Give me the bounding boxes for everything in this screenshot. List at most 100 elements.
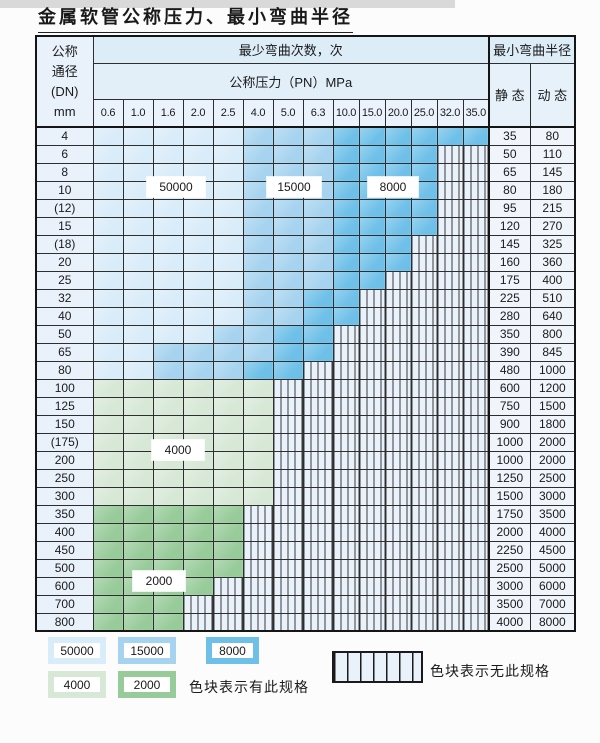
spec-cell [92,558,124,578]
spec-cell [212,198,244,218]
static-radius-cell: 1250 [488,468,531,488]
no-spec-cell [242,594,274,614]
no-spec-cell [462,162,490,182]
no-spec-cell [358,396,386,416]
no-spec-cell [462,486,490,506]
spec-cell [242,270,274,290]
table-row: 350 1750 3500 [35,504,576,524]
pressure-value: 20.0 [384,98,412,128]
spec-cell [122,378,154,398]
spec-cell [92,270,124,290]
spec-cell [182,144,214,164]
dynamic-radius-cell: 4500 [529,540,576,560]
spec-cell [302,252,334,272]
no-spec-cell [302,378,334,398]
spec-cell [92,234,124,254]
spec-cell [212,324,244,344]
legend-swatch-2000: 2000 [118,671,176,698]
no-spec-cell [272,522,304,542]
no-spec-cell [212,612,244,632]
spec-cell [332,216,360,236]
no-spec-cell [436,396,464,416]
table-row: 32 225 510 [35,288,576,308]
spec-table-wrap: 公称 通径 (DN) mm 最少弯曲次数，次 最小弯曲半径 公称压力（PN）MP… [35,35,577,632]
spec-cell [212,288,244,308]
table-row: (12) 95 215 [35,198,576,218]
band-label-4000: 4000 [152,440,204,460]
spec-cell [92,342,124,362]
spec-cell [302,198,334,218]
spec-cell [332,144,360,164]
spec-cell [212,126,244,146]
spec-cell [122,126,154,146]
table-row: 800 4000 8000 [35,612,576,632]
dynamic-radius-cell: 4000 [529,522,576,542]
spec-cell [152,540,184,560]
spec-cell [92,378,124,398]
spec-cell [182,270,214,290]
spec-cell [212,234,244,254]
dn-cell: 20 [35,252,94,272]
spec-cell [242,396,274,416]
legend-no-spec-text: 色块表示无此规格 [430,663,550,679]
dn-header-line2: 通径 [51,63,78,79]
no-spec-cell [410,576,438,596]
table-row: 6 50 110 [35,144,576,164]
spec-cell [212,306,244,326]
spec-cell [152,324,184,344]
no-spec-cell [302,414,334,434]
spec-cell [384,216,412,236]
spec-cell [92,396,124,416]
no-spec-cell [410,234,438,254]
no-spec-cell [462,180,490,200]
no-spec-cell [332,504,360,524]
spec-cell [384,198,412,218]
static-radius-cell: 1750 [488,504,531,524]
spec-cell [122,486,154,506]
spec-cell [242,234,274,254]
dn-cell: 65 [35,342,94,362]
no-spec-cell [462,468,490,488]
spec-cell [358,144,386,164]
dn-cell: 6 [35,144,94,164]
spec-cell [212,342,244,362]
no-spec-cell [332,540,360,560]
spec-cell [182,306,214,326]
spec-cell [242,450,274,470]
dn-header-line1: 公称 [51,43,78,59]
spec-cell [242,432,274,452]
spec-cell [122,324,154,344]
no-spec-cell [410,540,438,560]
band-label-8000: 8000 [368,177,418,197]
dn-header: 公称 通径 (DN) mm [35,35,94,128]
spec-cell [242,198,274,218]
spec-cell [182,396,214,416]
no-spec-cell [358,450,386,470]
spec-cell [122,252,154,272]
spec-cell [92,522,124,542]
spec-cell [212,252,244,272]
no-spec-cell [242,576,274,596]
spec-cell [212,468,244,488]
no-spec-cell [182,594,214,614]
spec-cell [212,396,244,416]
spec-cell [92,306,124,326]
dynamic-radius-cell: 80 [529,126,576,146]
no-spec-cell [272,558,304,578]
spec-cell [212,216,244,236]
spec-cell [182,324,214,344]
spec-cell [242,180,274,200]
no-spec-cell [462,396,490,416]
dn-cell: 250 [35,468,94,488]
static-radius-cell: 2500 [488,558,531,578]
spec-cell [272,144,304,164]
dynamic-radius-cell: 800 [529,324,576,344]
no-spec-cell [436,324,464,344]
spec-cell [92,432,124,452]
no-spec-cell [302,360,334,380]
static-radius-cell: 1500 [488,486,531,506]
dn-cell: (175) [35,432,94,452]
no-spec-cell [358,288,386,308]
spec-cell [212,504,244,524]
